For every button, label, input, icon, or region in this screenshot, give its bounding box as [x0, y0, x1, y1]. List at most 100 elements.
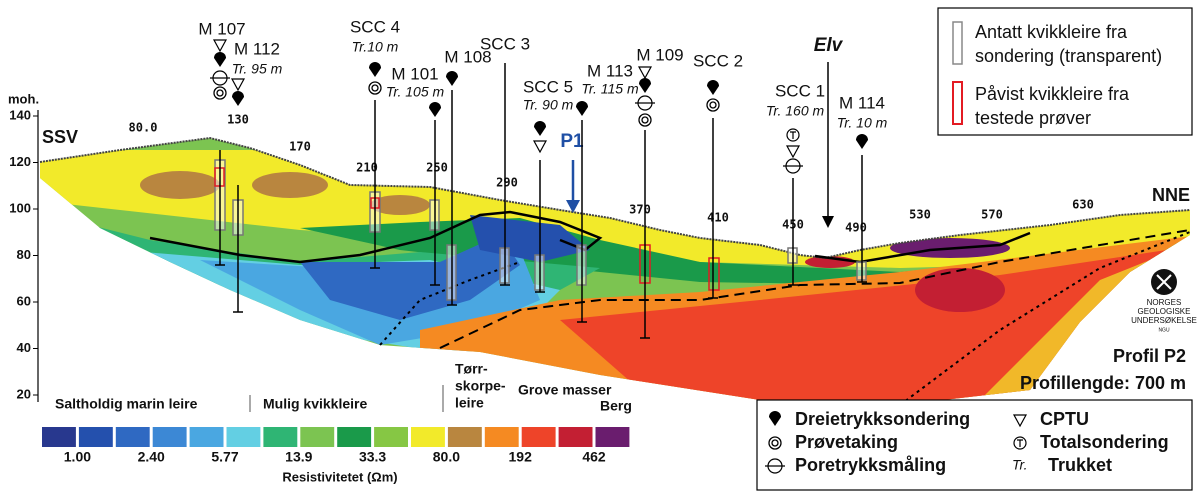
- dreietrykk-symbol: [232, 91, 244, 106]
- symbol-legend-text: Trukket: [1048, 455, 1112, 475]
- dreietrykk-symbol: [429, 102, 441, 117]
- logo-cross: [1156, 274, 1172, 290]
- dreietrykk-symbol: [214, 52, 226, 67]
- dreietrykk-symbol: [639, 78, 651, 93]
- y-tick-label: 60: [17, 293, 31, 308]
- distance-label: 570: [981, 208, 1003, 222]
- cptu-symbol: [1012, 414, 1028, 428]
- cptu-symbol: [785, 145, 801, 159]
- distance-label: 370: [629, 203, 651, 217]
- zone-label: Grove masser: [518, 382, 612, 398]
- symbol-legend-text: Prøvetaking: [795, 432, 898, 452]
- y-tick-label: 20: [17, 386, 31, 401]
- symbol-legend-text: Totalsondering: [1040, 432, 1169, 452]
- zone-label: Berg: [600, 398, 632, 414]
- symbol-legend-text: Dreietrykksondering: [795, 409, 970, 429]
- zone-label: skorpe-: [455, 378, 506, 394]
- borehole-name: SCC 1: [775, 81, 825, 100]
- borehole-note: Tr. 10 m: [837, 115, 888, 131]
- direction-left: SSV: [42, 127, 78, 147]
- y-tick-label: 80: [17, 247, 31, 262]
- resistivity-swatch: [521, 427, 556, 447]
- resistivity-swatch: [226, 427, 261, 447]
- resistivity-swatch: [411, 427, 445, 447]
- dry-crust-boundary: [379, 261, 521, 346]
- cptu-symbol: [230, 78, 246, 92]
- resistivity-label: 192: [509, 449, 533, 465]
- distance-label: 490: [845, 221, 867, 235]
- cptu-symbol: [212, 39, 228, 53]
- borehole-note: Tr. 105 m: [386, 84, 445, 100]
- dreietrykk-symbol: [769, 411, 781, 426]
- distance-label: 530: [909, 208, 931, 222]
- dreietrykk-symbol: [576, 101, 588, 116]
- borehole-name: M 113: [587, 61, 633, 80]
- borehole-note: Tr. 160 m: [766, 103, 825, 119]
- section-legend-box: [937, 7, 1193, 136]
- logo-text: NORGES: [1147, 298, 1182, 307]
- borehole-note: Tr. 90 m: [523, 97, 574, 113]
- zone-label: Tørr-: [455, 361, 488, 377]
- resistivity-label: 13.9: [285, 449, 312, 465]
- symbol-legend-text: CPTU: [1040, 409, 1089, 429]
- section-legend-text: Antatt kvikkleire fra: [975, 22, 1128, 42]
- direction-right: NNE: [1152, 185, 1190, 205]
- resistivity-swatch: [42, 427, 76, 447]
- dreietrykk-symbol: [856, 134, 868, 149]
- borehole-name: M 114: [839, 93, 885, 112]
- sampling-symbol: [768, 436, 782, 450]
- section-legend-text: sondering (transparent): [975, 46, 1162, 66]
- resistivity-swatch: [300, 427, 335, 447]
- borehole-name: M 109: [636, 45, 683, 64]
- distance-label: 170: [289, 140, 311, 154]
- zone-label: Mulig kvikkleire: [263, 396, 367, 412]
- borehole-note: Tr. 95 m: [232, 61, 283, 77]
- resistivity-label: 5.77: [211, 449, 238, 465]
- resistivity-swatch: [152, 427, 187, 447]
- borehole-name: M 107: [198, 19, 245, 38]
- borehole-name: SCC 2: [693, 51, 743, 70]
- y-tick-label: 120: [9, 154, 31, 169]
- distance-label: 630: [1072, 198, 1094, 212]
- coarse-material-boundary: [439, 229, 1191, 349]
- river-label: Elv: [814, 35, 844, 56]
- distance-label: 290: [496, 176, 518, 190]
- resistivity-swatch: [447, 427, 482, 447]
- resistivity-swatch: [263, 427, 298, 447]
- resistivity-label: 33.3: [359, 449, 386, 465]
- borehole-name: SCC 4: [350, 17, 400, 36]
- symbol-legend-box: [756, 399, 1193, 491]
- section-legend-text: Påvist kvikkleire fra: [975, 84, 1130, 104]
- distance-label: 130: [227, 113, 249, 127]
- borehole-name: SCC 5: [523, 77, 573, 96]
- quick-clay-boundary: [149, 210, 1031, 264]
- legend-symbol-text: Tr.: [1012, 457, 1028, 473]
- terrain-surface: [39, 136, 1191, 260]
- distance-label: 80.0: [129, 121, 158, 135]
- dreietrykk-symbol: [534, 121, 546, 136]
- sampling-symbol-inner: [771, 439, 779, 447]
- resistivity-swatch: [189, 427, 224, 447]
- resistivity-label: 1.00: [64, 449, 91, 465]
- sampling-symbol-inner: [216, 89, 224, 97]
- resistivity-swatch: [78, 427, 113, 447]
- logo-text: NGU: [1158, 327, 1170, 333]
- borehole-note: Tr. 115 m: [581, 81, 639, 97]
- sampling-symbol-inner: [641, 116, 649, 124]
- sampling-symbol: [213, 86, 227, 100]
- sampling-symbol: [368, 81, 382, 95]
- resistivity-swatch: [374, 427, 408, 447]
- sampling-symbol: [706, 98, 720, 112]
- profile-length: Profillengde: 700 m: [1020, 373, 1186, 393]
- y-axis-label: moh.: [8, 91, 39, 106]
- profile-marker: P1: [560, 131, 584, 152]
- y-tick-label: 40: [17, 340, 31, 355]
- borehole-note: Tr.10 m: [352, 39, 399, 55]
- resistivity-swatch: [484, 427, 519, 447]
- dreietrykk-symbol: [369, 62, 381, 77]
- resistivity-swatch: [595, 427, 630, 447]
- logo-text: GEOLOGISKE: [1138, 307, 1191, 316]
- borehole-name: M 101: [391, 64, 438, 83]
- logo-text: UNDERSØKELSE: [1131, 316, 1197, 325]
